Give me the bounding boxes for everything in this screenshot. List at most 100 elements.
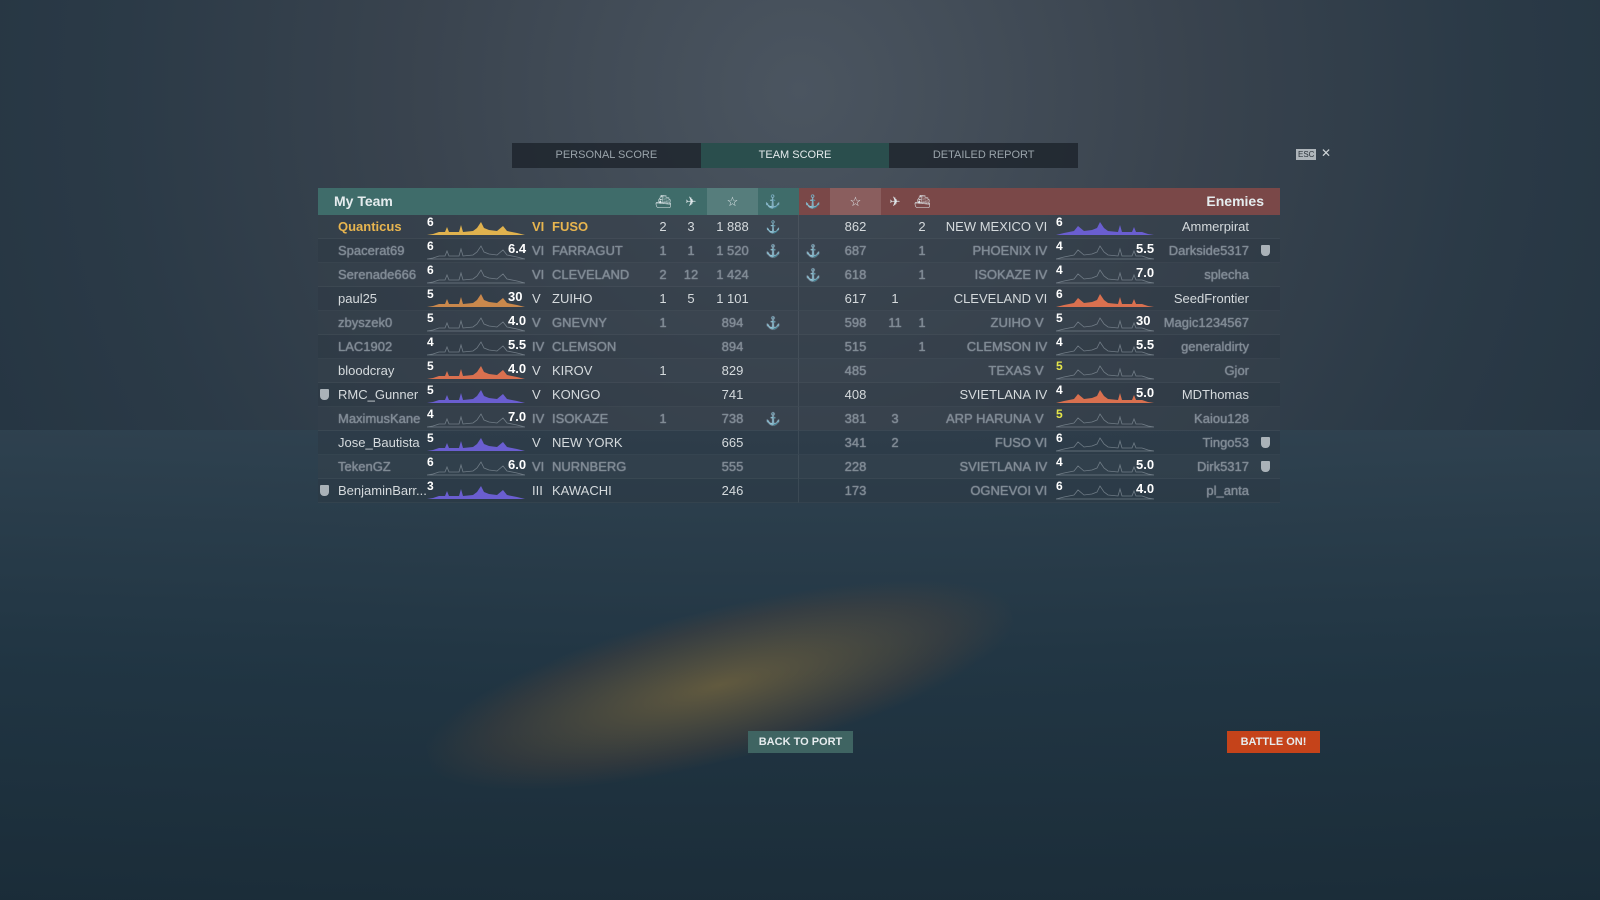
ship-tier: V xyxy=(1035,363,1044,378)
my-team-player-row[interactable]: TekenGZ 6 6.0 VI NURNBERG 555 xyxy=(318,455,799,479)
ship-silhouette xyxy=(427,341,525,356)
ship-name: FUSO xyxy=(552,219,589,234)
silhouette-value: 5.5 xyxy=(508,337,527,352)
table-row: TekenGZ 6 6.0 VI NURNBERG 555 228 SVIETL… xyxy=(318,455,1280,479)
ship-silhouette xyxy=(427,269,525,284)
player-name: bloodcray xyxy=(338,363,395,378)
player-name: Tingo53 xyxy=(1202,435,1250,450)
experience: 894 xyxy=(721,315,744,330)
ship-silhouette xyxy=(427,222,525,235)
silhouette-value: 5.5 xyxy=(1136,337,1155,352)
ship-tier: IV xyxy=(1035,459,1048,474)
ship-name: KAWACHI xyxy=(552,483,612,498)
anchor-icon: ⚓ xyxy=(804,194,822,209)
ship-name: FUSO xyxy=(994,435,1031,450)
silhouette-value: 4.0 xyxy=(508,361,527,376)
my-team-player-row[interactable]: paul25 5 30 V ZUIHO 1 5 1 101 xyxy=(318,287,799,311)
enemy-player-row[interactable]: ⚓ 618 1 ISOKAZE IV 4 7.0 splecha xyxy=(799,263,1280,287)
ship-tier: VI xyxy=(532,459,545,474)
ship-name: KONGO xyxy=(552,387,601,402)
player-name: RMC_Gunner xyxy=(338,387,419,402)
enemy-player-row[interactable]: 617 1 CLEVELAND VI 6 SeedFrontier xyxy=(799,287,1280,311)
back-to-port-button[interactable]: BACK TO PORT xyxy=(748,731,853,753)
player-name: Quanticus xyxy=(338,219,402,234)
clan-badge-icon xyxy=(1261,245,1270,256)
my-team-player-row[interactable]: Quanticus 6 VI FUSO 2 3 1 888 ⚓ xyxy=(318,215,799,239)
enemy-player-row[interactable]: 598 11 1 ZUIHO V 5 30 Magic1234567 xyxy=(799,311,1280,335)
ship-name: FARRAGUT xyxy=(552,243,623,258)
plane-kills: 3 xyxy=(891,411,899,426)
ship-silhouette xyxy=(427,366,525,379)
clan-badge-icon xyxy=(1261,437,1270,448)
tier-level: 6 xyxy=(1056,431,1063,445)
silhouette-value: 6.0 xyxy=(508,457,527,472)
tab-team-score[interactable]: TEAM SCORE xyxy=(700,143,890,168)
enemy-player-row[interactable]: 862 2 NEW MEXICO VI 6 Ammerpirat xyxy=(799,215,1280,239)
my-team-player-row[interactable]: bloodcray 5 4.0 V KIROV 1 829 xyxy=(318,359,799,383)
ship-name: ARP HARUNA xyxy=(945,411,1031,426)
ship-silhouette xyxy=(427,245,525,260)
ship-name: NURNBERG xyxy=(552,459,627,474)
my-team-player-row[interactable]: BenjaminBarr... 3 III KAWACHI 246 xyxy=(318,479,799,503)
player-name: generaldirty xyxy=(1181,339,1249,354)
ship-silhouette xyxy=(1056,390,1154,403)
table-row: zbyszek0 5 4.0 V GNEVNY 1 894 ⚓ 598 11 1… xyxy=(318,311,1280,335)
ship-tier: IV xyxy=(1035,339,1048,354)
anchor-icon: ⚓ xyxy=(765,220,781,234)
my-team-player-row[interactable]: RMC_Gunner 5 V KONGO 741 xyxy=(318,383,799,407)
ship-tier: VI xyxy=(532,219,545,234)
ship-tier: VI xyxy=(532,243,545,258)
tier-level: 5 xyxy=(427,359,434,373)
player-name: Darkside5317 xyxy=(1168,243,1249,258)
ship-name: CLEVELAND xyxy=(953,291,1031,306)
my-team-player-row[interactable]: Jose_Bautista 5 V NEW YORK 665 xyxy=(318,431,799,455)
planes-icon: ✈ xyxy=(685,194,697,209)
silhouette-value: 30 xyxy=(508,289,523,304)
ship-silhouette xyxy=(427,438,525,451)
experience: 341 xyxy=(844,435,867,450)
my-team-player-row[interactable]: Spacerat69 6 6.4 VI FARRAGUT 1 1 1 520 ⚓ xyxy=(318,239,799,263)
anchor-icon: ⚓ xyxy=(765,316,781,330)
enemy-player-row[interactable]: 485 TEXAS V 5 Gjor xyxy=(799,359,1280,383)
experience: 687 xyxy=(844,243,867,258)
experience: 738 xyxy=(721,411,744,426)
enemy-player-row[interactable]: 381 3 ARP HARUNA V 5 Kaiou128 xyxy=(799,407,1280,431)
experience: 555 xyxy=(721,459,744,474)
my-team-player-row[interactable]: Serenade666 6 VI CLEVELAND 2 12 1 424 xyxy=(318,263,799,287)
table-row: RMC_Gunner 5 V KONGO 741 408 SVIETLANA I… xyxy=(318,383,1280,407)
enemy-player-row[interactable]: 173 OGNEVOI VI 6 4.0 pl_anta xyxy=(799,479,1280,503)
player-name: pl_anta xyxy=(1206,483,1249,498)
ship-name: GNEVNY xyxy=(552,315,607,330)
tier-level: 4 xyxy=(1056,383,1063,397)
ship-tier: V xyxy=(1035,315,1044,330)
enemy-player-row[interactable]: 228 SVIETLANA IV 4 5.0 Dirk5317 xyxy=(799,455,1280,479)
my-team-player-row[interactable]: LAC1902 4 5.5 IV CLEMSON 894 xyxy=(318,335,799,359)
ship-name: CLEMSON xyxy=(552,339,617,354)
star-icon: ☆ xyxy=(707,188,758,215)
player-name: Ammerpirat xyxy=(1181,219,1249,234)
battle-on-button[interactable]: BATTLE ON! xyxy=(1227,731,1320,753)
ship-tier: V xyxy=(532,363,541,378)
player-name: SeedFrontier xyxy=(1173,291,1249,306)
tab-personal-score[interactable]: PERSONAL SCORE xyxy=(555,149,658,161)
my-team-player-row[interactable]: MaximusKane 4 7.0 IV ISOKAZE 1 738 ⚓ xyxy=(318,407,799,431)
enemy-player-row[interactable]: 515 1 CLEMSON IV 4 5.5 generaldirty xyxy=(799,335,1280,359)
ship-tier: IV xyxy=(1035,387,1048,402)
enemy-player-row[interactable]: 341 2 FUSO VI 6 Tingo53 xyxy=(799,431,1280,455)
my-team-player-row[interactable]: zbyszek0 5 4.0 V GNEVNY 1 894 ⚓ xyxy=(318,311,799,335)
enemy-player-row[interactable]: 408 SVIETLANA IV 4 5.0 MDThomas xyxy=(799,383,1280,407)
tab-detailed-report[interactable]: DETAILED REPORT xyxy=(932,149,1035,161)
experience: 408 xyxy=(844,387,867,402)
enemy-player-row[interactable]: ⚓ 687 1 PHOENIX IV 4 5.5 Darkside5317 xyxy=(799,239,1280,263)
ship-tier: V xyxy=(532,315,541,330)
ship-kills: 2 xyxy=(659,219,667,234)
experience: 246 xyxy=(721,483,744,498)
experience: 894 xyxy=(721,339,744,354)
ship-name: TEXAS xyxy=(988,363,1031,378)
my-team-header: My Team ⛴ ✈ ☆ ⚓ xyxy=(318,188,799,215)
tier-level: 6 xyxy=(1056,479,1063,493)
close-icon[interactable]: ✕ xyxy=(1321,146,1332,160)
enemies-title: Enemies xyxy=(1206,193,1264,209)
my-team-title: My Team xyxy=(334,193,393,209)
ship-name: SVIETLANA xyxy=(959,459,1031,474)
